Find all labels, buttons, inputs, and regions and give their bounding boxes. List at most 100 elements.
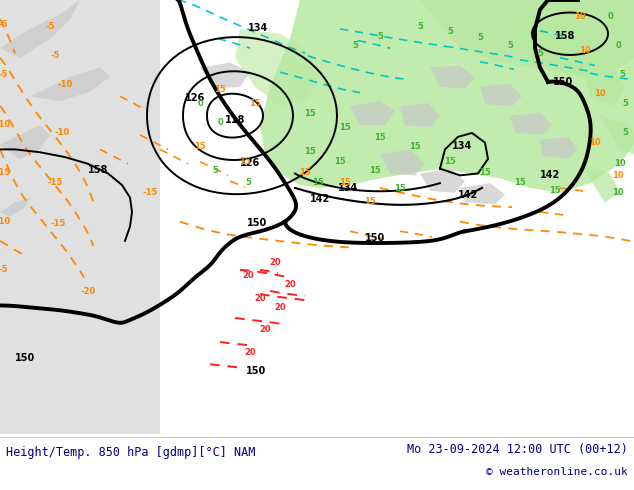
Polygon shape [400, 103, 440, 127]
Text: 134: 134 [338, 183, 358, 193]
Text: 5: 5 [377, 31, 383, 41]
Text: 0: 0 [607, 12, 613, 21]
Text: 15: 15 [369, 167, 381, 175]
Polygon shape [460, 183, 505, 204]
Text: 20: 20 [244, 347, 256, 357]
Text: 10: 10 [612, 172, 624, 180]
Text: Mo 23-09-2024 12:00 UTC (00+12): Mo 23-09-2024 12:00 UTC (00+12) [407, 443, 628, 456]
Polygon shape [380, 149, 425, 175]
Text: 15: 15 [549, 186, 561, 195]
Text: 150: 150 [247, 219, 268, 228]
Text: -15: -15 [48, 178, 63, 187]
Polygon shape [580, 164, 620, 202]
Text: 10: 10 [612, 188, 624, 196]
Text: 15: 15 [312, 178, 324, 187]
Text: 15: 15 [339, 178, 351, 187]
Text: 5: 5 [477, 33, 483, 43]
Text: 150: 150 [365, 233, 385, 243]
Text: 134: 134 [452, 142, 472, 151]
Text: -10: -10 [57, 80, 73, 89]
Polygon shape [200, 63, 250, 89]
Text: 20: 20 [284, 280, 296, 289]
Text: -5: -5 [50, 51, 60, 60]
Text: 15: 15 [299, 169, 311, 177]
Polygon shape [30, 68, 110, 101]
Text: Height/Temp. 850 hPa [gdmp][°C] NAM: Height/Temp. 850 hPa [gdmp][°C] NAM [6, 446, 256, 459]
Text: 126: 126 [185, 93, 205, 103]
Text: 20: 20 [242, 270, 254, 279]
Polygon shape [540, 137, 578, 159]
Text: 20: 20 [274, 303, 286, 312]
Text: 118: 118 [225, 116, 245, 125]
Polygon shape [0, 0, 160, 434]
Text: 5: 5 [212, 167, 218, 175]
Text: -15: -15 [142, 188, 158, 196]
Text: 5: 5 [417, 22, 423, 31]
Text: 5: 5 [245, 178, 251, 187]
Text: © weatheronline.co.uk: © weatheronline.co.uk [486, 467, 628, 477]
Text: 150: 150 [553, 77, 573, 87]
Polygon shape [580, 58, 625, 106]
Text: 5: 5 [352, 41, 358, 50]
Text: 158: 158 [555, 30, 575, 41]
Polygon shape [520, 19, 605, 77]
Polygon shape [510, 113, 552, 135]
Text: 5: 5 [622, 99, 628, 108]
Polygon shape [480, 84, 522, 106]
Text: -10: -10 [0, 217, 11, 225]
Text: 15: 15 [364, 197, 376, 206]
Text: 15: 15 [214, 85, 226, 94]
Text: -10: -10 [55, 128, 70, 137]
Text: 15: 15 [239, 157, 251, 166]
Polygon shape [350, 101, 395, 125]
Text: -10: -10 [0, 120, 11, 129]
Text: 158: 158 [88, 166, 108, 175]
Text: 15: 15 [194, 143, 206, 151]
Polygon shape [430, 66, 475, 89]
Text: -15: -15 [50, 220, 66, 228]
Text: 5: 5 [622, 128, 628, 137]
Polygon shape [420, 169, 465, 193]
Text: -5: -5 [0, 20, 8, 29]
Text: 150: 150 [246, 366, 266, 376]
Polygon shape [235, 29, 320, 106]
Text: 15: 15 [479, 169, 491, 177]
Text: -5: -5 [0, 265, 8, 274]
Polygon shape [0, 125, 50, 159]
Text: -5: -5 [0, 70, 8, 79]
Text: 10: 10 [594, 89, 606, 98]
Text: 0: 0 [217, 118, 223, 127]
Text: 10: 10 [614, 159, 626, 168]
Polygon shape [600, 116, 634, 154]
Text: 10: 10 [589, 138, 601, 147]
Text: 15: 15 [339, 123, 351, 132]
Text: 15: 15 [304, 109, 316, 118]
Text: 15: 15 [334, 157, 346, 166]
Polygon shape [0, 197, 30, 217]
Text: 15: 15 [249, 99, 261, 108]
Text: 142: 142 [540, 171, 560, 180]
Text: 134: 134 [248, 23, 268, 33]
Text: 15: 15 [394, 184, 406, 193]
Text: -5: -5 [45, 22, 55, 31]
Text: 126: 126 [240, 158, 260, 168]
Text: 5: 5 [537, 49, 543, 58]
Text: 5: 5 [619, 70, 625, 79]
Text: 15: 15 [304, 147, 316, 156]
Text: 150: 150 [15, 353, 36, 364]
Text: 10: 10 [579, 46, 591, 55]
Text: 0: 0 [615, 41, 621, 50]
Text: 142: 142 [458, 190, 478, 199]
Text: -20: -20 [81, 287, 96, 296]
Text: 15: 15 [374, 133, 386, 142]
Text: 15: 15 [409, 143, 421, 151]
Text: 0: 0 [197, 99, 203, 108]
Polygon shape [260, 0, 634, 193]
Text: 15: 15 [444, 157, 456, 166]
Text: 20: 20 [254, 294, 266, 303]
Text: -15: -15 [0, 169, 11, 177]
Text: 142: 142 [310, 195, 330, 204]
Text: 5: 5 [447, 27, 453, 36]
Text: 5: 5 [507, 41, 513, 50]
Text: 20: 20 [259, 325, 271, 335]
